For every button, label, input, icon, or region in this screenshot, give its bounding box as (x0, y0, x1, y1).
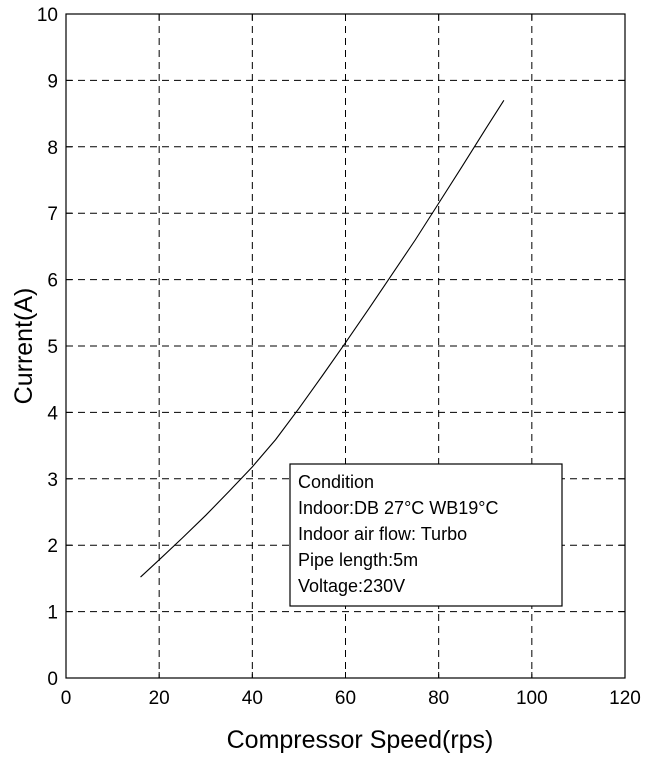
y-tick-label: 7 (47, 204, 58, 225)
y-tick-label: 2 (47, 536, 58, 557)
x-tick-label: 100 (516, 688, 548, 709)
condition-pipe-length: Pipe length:5m (298, 550, 418, 570)
y-tick-label: 6 (47, 271, 58, 292)
y-tick-labels: 0 1 2 3 4 5 6 7 8 9 10 (37, 5, 59, 690)
x-tick-label: 60 (335, 688, 356, 709)
y-tick-label: 5 (47, 337, 58, 358)
condition-indoor: Indoor:DB 27°C WB19°C (298, 498, 498, 518)
y-tick-label: 4 (47, 403, 58, 424)
x-tick-label: 0 (61, 688, 72, 709)
y-tick-label: 3 (47, 470, 58, 491)
x-tick-label: 80 (428, 688, 449, 709)
y-tick-label: 0 (47, 669, 58, 690)
x-tick-label: 40 (242, 688, 263, 709)
ticks (65, 13, 626, 679)
x-tick-label: 20 (149, 688, 170, 709)
y-axis-title: Current(A) (10, 288, 38, 405)
series-line (140, 100, 505, 578)
y-tick-label: 1 (47, 603, 58, 624)
y-tick-label: 8 (47, 138, 58, 159)
condition-airflow: Indoor air flow: Turbo (298, 524, 467, 544)
x-tick-labels: 0 20 40 60 80 100 120 (61, 688, 641, 709)
x-axis-title: Compressor Speed(rps) (227, 726, 494, 754)
y-tick-label: 10 (37, 5, 58, 26)
condition-title: Condition (298, 472, 374, 492)
x-tick-label: 120 (609, 688, 641, 709)
y-tick-label: 9 (47, 71, 58, 92)
condition-voltage: Voltage:230V (298, 576, 405, 596)
condition-box-frame (289, 463, 563, 607)
condition-box: Condition Indoor:DB 27°C WB19°C Indoor a… (289, 463, 563, 607)
